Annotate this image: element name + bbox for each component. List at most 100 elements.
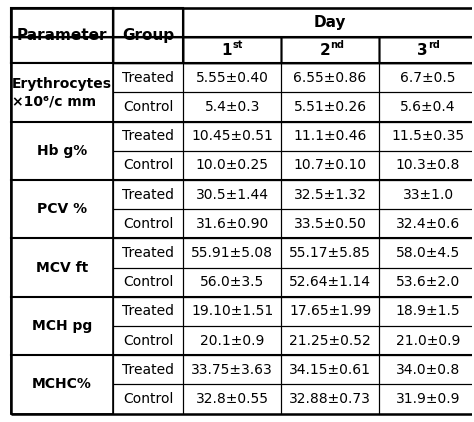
Bar <box>379 151 474 180</box>
Text: 10.45±0.51: 10.45±0.51 <box>191 129 273 143</box>
Bar <box>10 92 113 122</box>
Bar <box>113 8 183 63</box>
Bar <box>379 209 474 238</box>
Text: 17.65±1.99: 17.65±1.99 <box>289 304 371 318</box>
Text: rd: rd <box>428 40 440 50</box>
Bar <box>113 63 183 92</box>
Bar <box>281 151 379 180</box>
Bar <box>379 180 474 209</box>
Bar <box>281 384 379 414</box>
Bar <box>281 268 379 297</box>
Bar <box>183 63 281 92</box>
Bar <box>281 180 379 209</box>
Text: 33.75±3.63: 33.75±3.63 <box>191 363 273 377</box>
Text: 33±1.0: 33±1.0 <box>402 187 454 202</box>
Text: 31.9±0.9: 31.9±0.9 <box>396 392 460 406</box>
Bar <box>379 37 474 63</box>
Bar <box>379 238 474 268</box>
Text: 30.5±1.44: 30.5±1.44 <box>196 187 269 202</box>
Bar <box>10 297 113 326</box>
Bar <box>281 297 379 326</box>
Bar <box>379 122 474 151</box>
Text: 5.4±0.3: 5.4±0.3 <box>204 100 260 114</box>
Bar <box>183 180 281 209</box>
Text: 6.55±0.86: 6.55±0.86 <box>293 71 367 85</box>
Bar <box>113 92 183 122</box>
Bar <box>379 297 474 326</box>
Bar <box>113 326 183 355</box>
Text: 5.51±0.26: 5.51±0.26 <box>293 100 367 114</box>
Bar <box>113 297 183 326</box>
Text: Treated: Treated <box>122 304 174 318</box>
Text: Parameter: Parameter <box>17 28 107 43</box>
Bar <box>183 151 281 180</box>
Bar <box>10 384 113 414</box>
Bar <box>10 209 113 238</box>
Text: Control: Control <box>123 392 173 406</box>
Bar <box>281 37 379 63</box>
Text: 53.6±2.0: 53.6±2.0 <box>396 275 460 289</box>
Text: 58.0±4.5: 58.0±4.5 <box>396 246 460 260</box>
Text: MCHC%: MCHC% <box>32 377 92 391</box>
Bar <box>379 326 474 355</box>
Bar <box>183 37 281 63</box>
Bar <box>113 268 183 297</box>
Bar <box>281 209 379 238</box>
Bar <box>10 8 113 37</box>
Bar <box>281 355 379 384</box>
Text: 33.5±0.50: 33.5±0.50 <box>293 217 366 231</box>
Bar <box>183 355 281 384</box>
Bar <box>281 326 379 355</box>
Bar <box>183 238 281 268</box>
Text: 32.4±0.6: 32.4±0.6 <box>396 217 460 231</box>
Text: 32.8±0.55: 32.8±0.55 <box>196 392 269 406</box>
Bar <box>183 8 474 37</box>
Bar <box>379 355 474 384</box>
Bar <box>113 384 183 414</box>
Text: Treated: Treated <box>122 363 174 377</box>
Text: 11.5±0.35: 11.5±0.35 <box>392 129 465 143</box>
Bar <box>183 122 281 151</box>
Bar <box>10 180 113 209</box>
Bar <box>183 297 281 326</box>
Text: Treated: Treated <box>122 129 174 143</box>
Text: Control: Control <box>123 275 173 289</box>
Bar <box>113 238 183 268</box>
Text: 21.0±0.9: 21.0±0.9 <box>396 333 460 348</box>
Text: 32.5±1.32: 32.5±1.32 <box>293 187 366 202</box>
Bar <box>183 326 281 355</box>
Bar <box>183 37 281 63</box>
Bar <box>113 209 183 238</box>
Text: 19.10±1.51: 19.10±1.51 <box>191 304 273 318</box>
Text: MCV ft: MCV ft <box>36 260 88 275</box>
Text: Treated: Treated <box>122 71 174 85</box>
Bar <box>10 122 113 151</box>
Text: 55.17±5.85: 55.17±5.85 <box>289 246 371 260</box>
Text: Hb g%: Hb g% <box>37 144 87 158</box>
Bar <box>10 355 113 384</box>
Bar <box>113 151 183 180</box>
Text: 55.91±5.08: 55.91±5.08 <box>191 246 273 260</box>
Text: Treated: Treated <box>122 246 174 260</box>
Bar <box>379 268 474 297</box>
Text: 10.0±0.25: 10.0±0.25 <box>196 158 269 172</box>
Bar <box>10 355 113 414</box>
Bar <box>10 63 113 122</box>
Bar <box>281 122 379 151</box>
Bar <box>113 355 183 384</box>
Bar <box>10 268 113 297</box>
Text: 11.1±0.46: 11.1±0.46 <box>293 129 367 143</box>
Text: Day: Day <box>314 15 346 30</box>
Bar <box>10 297 113 355</box>
Bar <box>183 209 281 238</box>
Text: 56.0±3.5: 56.0±3.5 <box>200 275 264 289</box>
Bar <box>113 122 183 151</box>
Text: Erythrocytes
×10⁶/c mm: Erythrocytes ×10⁶/c mm <box>12 77 112 108</box>
Bar <box>379 63 474 92</box>
Bar <box>113 37 183 63</box>
Text: st: st <box>232 40 243 50</box>
Text: 18.9±1.5: 18.9±1.5 <box>396 304 460 318</box>
Bar <box>379 92 474 122</box>
Text: 1: 1 <box>222 43 232 57</box>
Bar <box>10 151 113 180</box>
